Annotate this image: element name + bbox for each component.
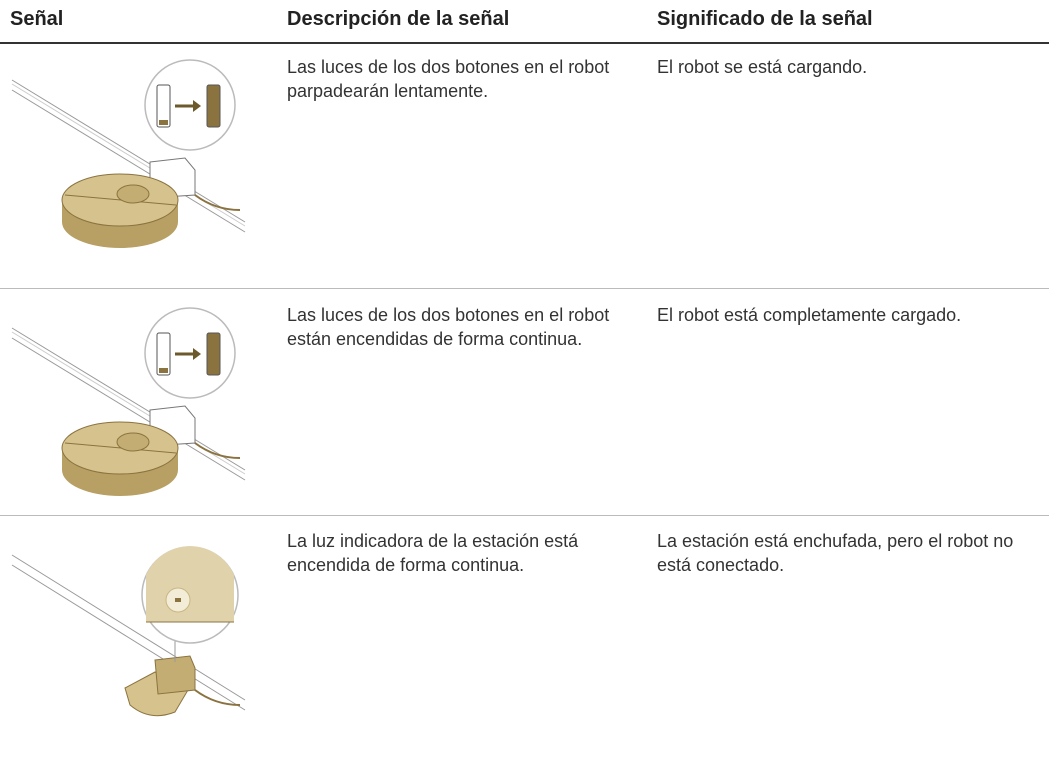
description: Las luces de los dos botones en el robot… bbox=[287, 305, 610, 349]
row-rule bbox=[0, 288, 1049, 289]
header-signal: Señal bbox=[10, 8, 64, 30]
description: Las luces de los dos botones en el robot… bbox=[287, 57, 610, 101]
description: La luz indicadora de la estación está en… bbox=[287, 531, 579, 575]
header-description: Descripción de la señal bbox=[287, 8, 510, 30]
header-meaning: Significado de la señal bbox=[657, 8, 873, 30]
meaning: La estación está enchufada, pero el robo… bbox=[657, 531, 1014, 575]
station-illustration bbox=[11, 546, 246, 717]
charging-illustration bbox=[10, 58, 247, 250]
charged-illustration bbox=[10, 306, 247, 498]
illustrations bbox=[10, 58, 247, 717]
meaning: El robot se está cargando. bbox=[657, 57, 868, 77]
header-rule bbox=[0, 42, 1049, 44]
row-rule bbox=[0, 515, 1049, 516]
meaning: El robot está completamente cargado. bbox=[657, 305, 962, 325]
